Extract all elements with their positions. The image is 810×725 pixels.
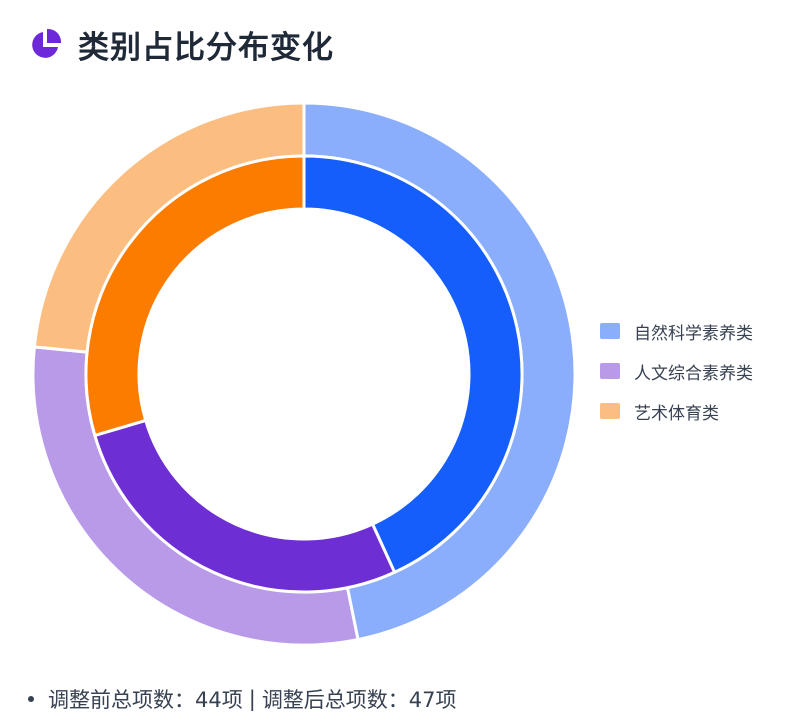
- inner-slice-0[interactable]: 自然科学素养类: 19: [302, 154, 524, 574]
- chart-legend: 自然科学素养类 人文综合素养类 艺术体育类: [600, 320, 753, 440]
- legend-label: 人文综合素养类: [634, 363, 753, 384]
- bullet-dot: [28, 696, 34, 702]
- legend-label: 艺术体育类: [634, 403, 719, 424]
- donut-chart: 自然科学素养类: 22人文综合素养类: 14艺术体育类: 11自然科学素养类: …: [31, 101, 577, 647]
- separator: |: [248, 687, 256, 711]
- inner-slice-2[interactable]: 艺术体育类: 13: [84, 154, 306, 437]
- legend-item-humanities[interactable]: 人文综合素养类: [600, 360, 753, 384]
- legend-item-arts-sports[interactable]: 艺术体育类: [600, 400, 753, 424]
- legend-swatch: [600, 403, 620, 419]
- legend-item-natural-science[interactable]: 自然科学素养类: [600, 320, 753, 344]
- legend-label: 自然科学素养类: [634, 323, 753, 344]
- chart-header: 类别占比分布变化: [28, 22, 334, 67]
- outer-slice-1[interactable]: 人文综合素养类: 14: [31, 345, 360, 647]
- legend-swatch: [600, 323, 620, 339]
- total-before-text: 调整前总项数：44项: [48, 688, 243, 712]
- pie-chart-icon: [32, 28, 62, 58]
- chart-title: 类别占比分布变化: [78, 30, 334, 66]
- legend-swatch: [600, 363, 620, 379]
- summary-footer: 调整前总项数：44项 | 调整后总项数：47项: [28, 684, 457, 714]
- total-after-text: 调整后总项数：47项: [261, 688, 457, 712]
